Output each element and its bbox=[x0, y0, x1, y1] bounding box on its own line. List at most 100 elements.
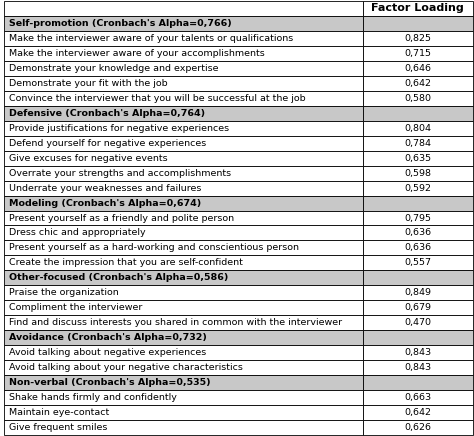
Text: Avoid talking about your negative characteristics: Avoid talking about your negative charac… bbox=[9, 363, 243, 372]
Bar bbox=[4, 270, 363, 286]
Bar bbox=[4, 300, 363, 315]
Text: Underrate your weaknesses and failures: Underrate your weaknesses and failures bbox=[9, 184, 202, 193]
Text: Other-focused (Cronbach's Alpha=0,586): Other-focused (Cronbach's Alpha=0,586) bbox=[9, 273, 228, 283]
Text: Give excuses for negative events: Give excuses for negative events bbox=[9, 153, 168, 163]
Text: 0,715: 0,715 bbox=[404, 49, 431, 58]
Bar bbox=[363, 1, 473, 16]
Text: Avoidance (Cronbach's Alpha=0,732): Avoidance (Cronbach's Alpha=0,732) bbox=[9, 333, 206, 342]
Bar bbox=[363, 330, 473, 345]
Bar bbox=[363, 375, 473, 390]
Bar bbox=[363, 166, 473, 181]
Bar bbox=[363, 225, 473, 241]
Text: 0,636: 0,636 bbox=[404, 243, 431, 252]
Text: Find and discuss interests you shared in common with the interviewer: Find and discuss interests you shared in… bbox=[9, 318, 343, 327]
Bar bbox=[4, 225, 363, 241]
Bar bbox=[4, 121, 363, 136]
Text: Shake hands firmly and confidently: Shake hands firmly and confidently bbox=[9, 393, 177, 402]
Bar bbox=[363, 420, 473, 435]
Text: 0,795: 0,795 bbox=[404, 214, 431, 222]
Bar bbox=[4, 195, 363, 211]
Text: 0,642: 0,642 bbox=[404, 408, 431, 417]
Text: Factor Loading: Factor Loading bbox=[372, 3, 464, 14]
Bar bbox=[363, 300, 473, 315]
Text: 0,804: 0,804 bbox=[404, 124, 431, 133]
Text: Modeling (Cronbach's Alpha=0,674): Modeling (Cronbach's Alpha=0,674) bbox=[9, 198, 201, 208]
Bar bbox=[363, 121, 473, 136]
Bar bbox=[363, 255, 473, 270]
Text: Avoid talking about negative experiences: Avoid talking about negative experiences bbox=[9, 348, 207, 357]
Bar bbox=[363, 46, 473, 61]
Bar bbox=[363, 211, 473, 225]
Text: 0,598: 0,598 bbox=[404, 169, 431, 177]
Bar bbox=[4, 1, 363, 16]
Text: Give frequent smiles: Give frequent smiles bbox=[9, 423, 108, 432]
Bar bbox=[363, 106, 473, 121]
Bar bbox=[4, 286, 363, 300]
Bar bbox=[363, 315, 473, 330]
Bar bbox=[363, 345, 473, 360]
Text: Praise the organization: Praise the organization bbox=[9, 288, 119, 297]
Bar bbox=[4, 211, 363, 225]
Text: Create the impression that you are self-confident: Create the impression that you are self-… bbox=[9, 259, 243, 267]
Bar bbox=[363, 150, 473, 166]
Bar bbox=[4, 390, 363, 405]
Text: Demonstrate your fit with the job: Demonstrate your fit with the job bbox=[9, 79, 168, 88]
Bar bbox=[4, 150, 363, 166]
Text: 0,635: 0,635 bbox=[404, 153, 431, 163]
Text: Present yourself as a friendly and polite person: Present yourself as a friendly and polit… bbox=[9, 214, 235, 222]
Bar bbox=[363, 136, 473, 150]
Bar bbox=[363, 76, 473, 91]
Bar bbox=[363, 405, 473, 420]
Bar bbox=[4, 255, 363, 270]
Text: Self-promotion (Cronbach's Alpha=0,766): Self-promotion (Cronbach's Alpha=0,766) bbox=[9, 19, 231, 28]
Text: Defensive (Cronbach's Alpha=0,764): Defensive (Cronbach's Alpha=0,764) bbox=[9, 109, 205, 118]
Bar bbox=[4, 91, 363, 106]
Bar bbox=[4, 241, 363, 255]
Text: 0,646: 0,646 bbox=[404, 64, 431, 73]
Bar bbox=[4, 420, 363, 435]
Text: 0,626: 0,626 bbox=[404, 423, 431, 432]
Bar bbox=[4, 345, 363, 360]
Text: 0,849: 0,849 bbox=[404, 288, 431, 297]
Bar bbox=[363, 181, 473, 195]
Text: 0,636: 0,636 bbox=[404, 228, 431, 238]
Bar bbox=[4, 315, 363, 330]
Bar bbox=[4, 76, 363, 91]
Bar bbox=[363, 16, 473, 31]
Text: 0,843: 0,843 bbox=[404, 363, 431, 372]
Bar bbox=[363, 91, 473, 106]
Bar bbox=[363, 61, 473, 76]
Bar bbox=[4, 375, 363, 390]
Bar bbox=[363, 195, 473, 211]
Bar bbox=[363, 390, 473, 405]
Text: 0,470: 0,470 bbox=[404, 318, 431, 327]
Text: Convince the interviewer that you will be successful at the job: Convince the interviewer that you will b… bbox=[9, 94, 306, 103]
Text: Compliment the interviewer: Compliment the interviewer bbox=[9, 303, 143, 312]
Bar bbox=[4, 330, 363, 345]
Text: Dress chic and appropriately: Dress chic and appropriately bbox=[9, 228, 146, 238]
Bar bbox=[4, 16, 363, 31]
Bar bbox=[4, 46, 363, 61]
Text: 0,663: 0,663 bbox=[404, 393, 431, 402]
Text: 0,784: 0,784 bbox=[404, 139, 431, 148]
Bar bbox=[4, 360, 363, 375]
Bar bbox=[4, 31, 363, 46]
Text: 0,642: 0,642 bbox=[404, 79, 431, 88]
Bar bbox=[363, 241, 473, 255]
Bar bbox=[4, 166, 363, 181]
Bar bbox=[4, 106, 363, 121]
Text: Non-verbal (Cronbach's Alpha=0,535): Non-verbal (Cronbach's Alpha=0,535) bbox=[9, 378, 210, 387]
Text: 0,679: 0,679 bbox=[404, 303, 431, 312]
Text: Demonstrate your knowledge and expertise: Demonstrate your knowledge and expertise bbox=[9, 64, 219, 73]
Bar bbox=[4, 405, 363, 420]
Text: 0,592: 0,592 bbox=[404, 184, 431, 193]
Bar bbox=[363, 31, 473, 46]
Text: Defend yourself for negative experiences: Defend yourself for negative experiences bbox=[9, 139, 207, 148]
Text: Make the interviewer aware of your accomplishments: Make the interviewer aware of your accom… bbox=[9, 49, 265, 58]
Bar bbox=[363, 360, 473, 375]
Text: 0,843: 0,843 bbox=[404, 348, 431, 357]
Text: 0,580: 0,580 bbox=[404, 94, 431, 103]
Text: Maintain eye-contact: Maintain eye-contact bbox=[9, 408, 109, 417]
Text: 0,557: 0,557 bbox=[404, 259, 431, 267]
Text: Make the interviewer aware of your talents or qualifications: Make the interviewer aware of your talen… bbox=[9, 34, 294, 43]
